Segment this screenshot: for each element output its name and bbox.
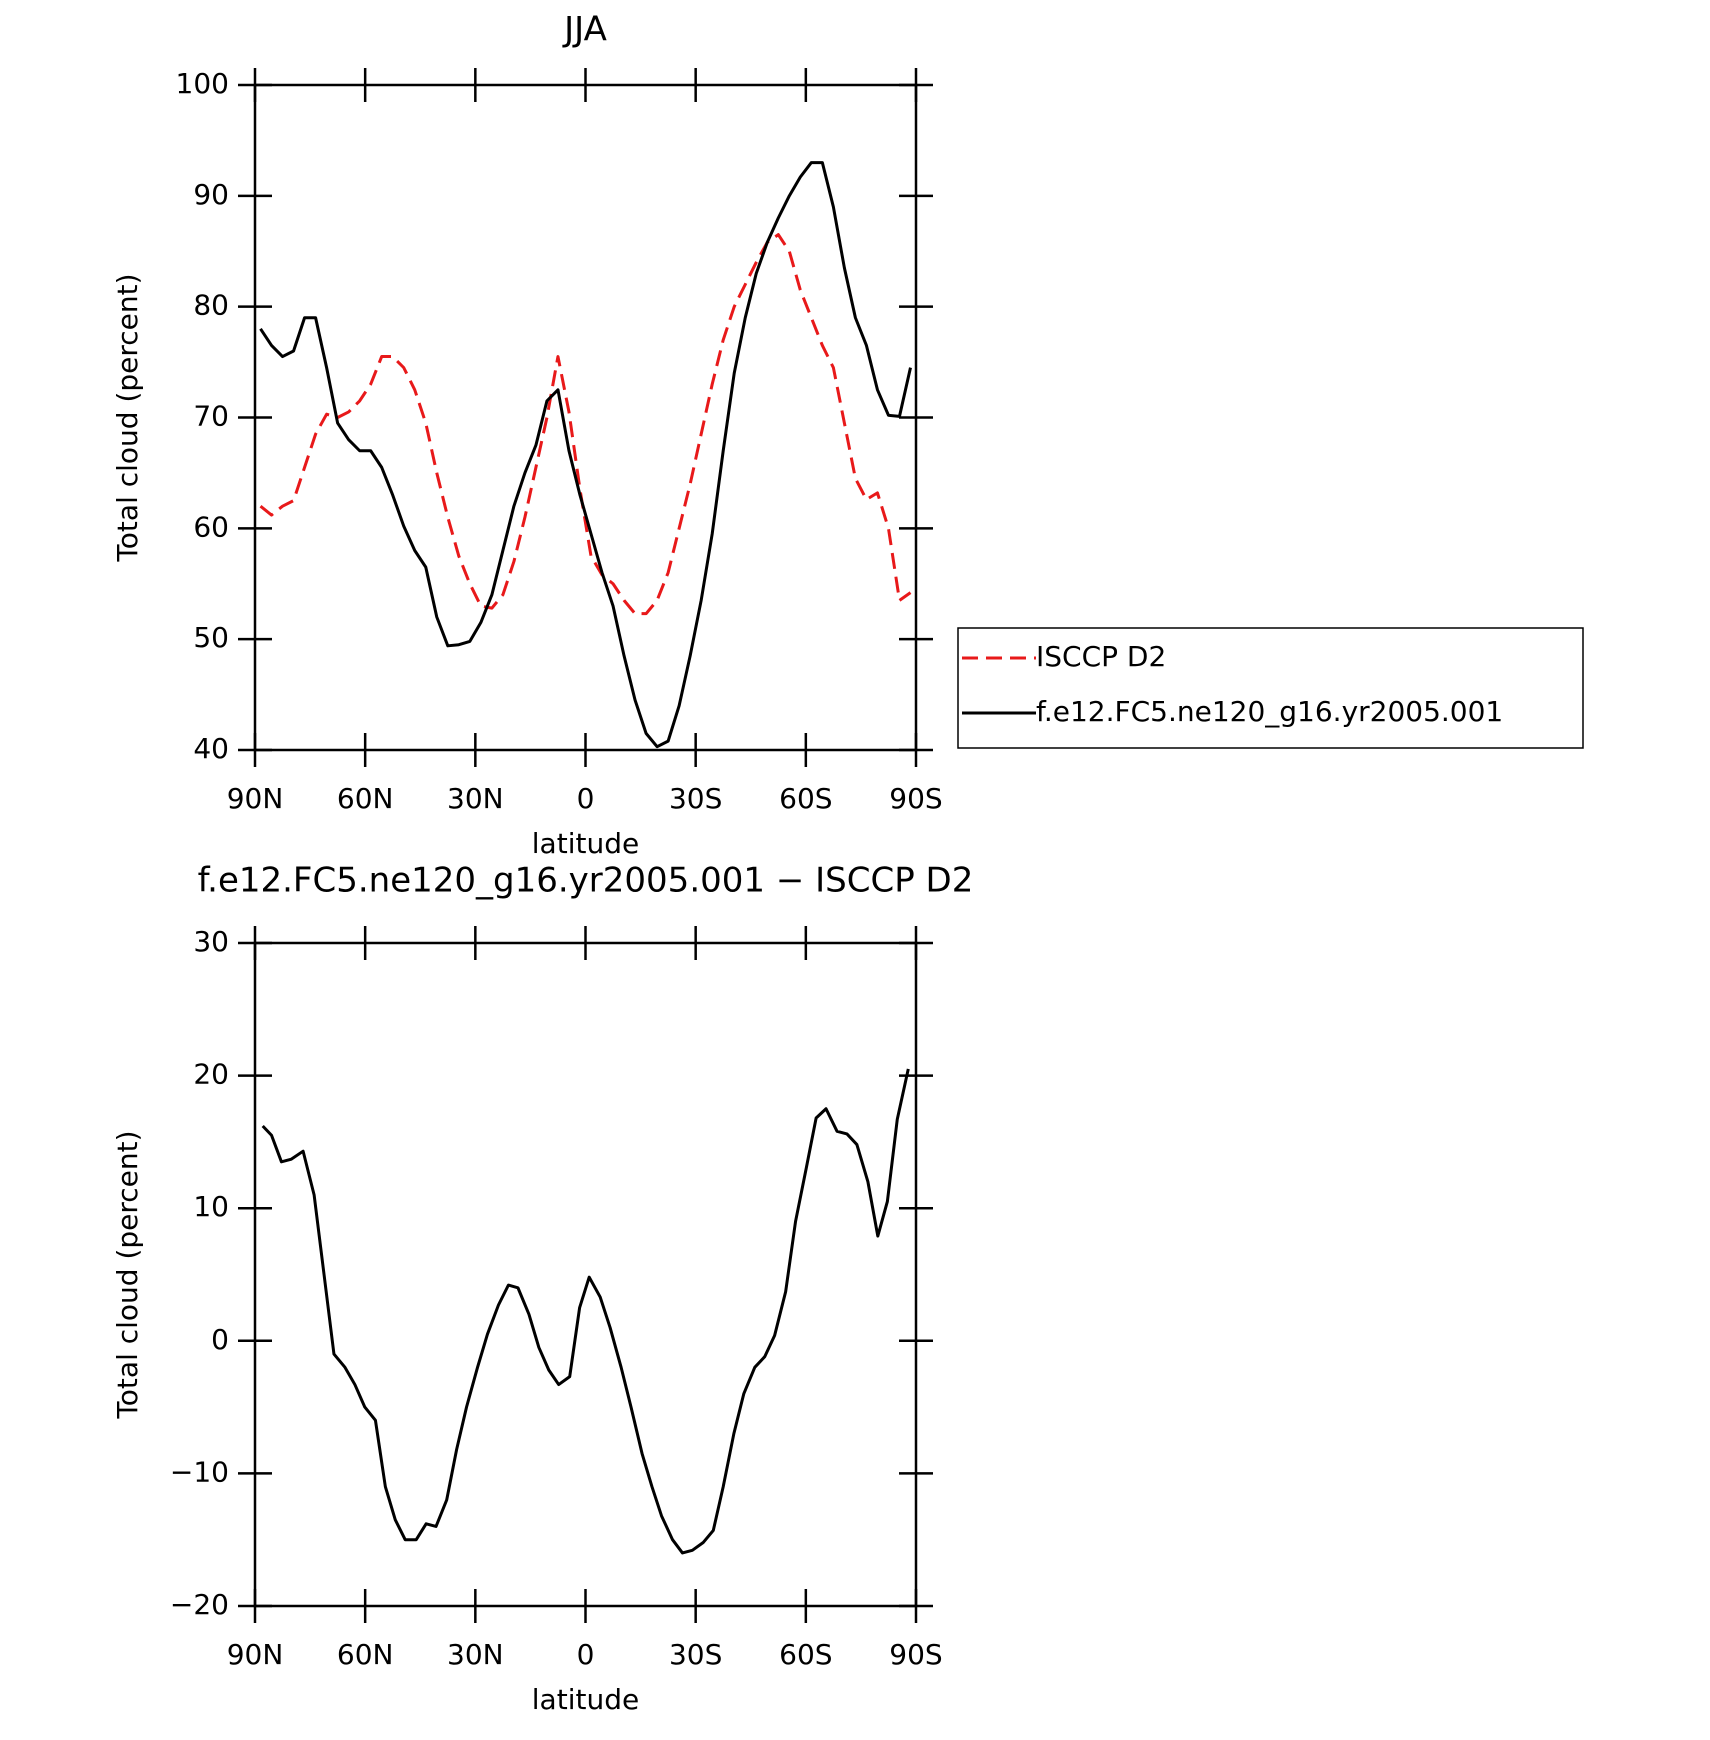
x-tick-label: 60S	[779, 1638, 832, 1671]
y-tick-label: −20	[170, 1588, 229, 1621]
plot-frame	[253, 941, 918, 1608]
x-axis-label: latitude	[532, 1683, 639, 1716]
x-tick-label: 60N	[337, 1638, 394, 1671]
x-tick-label: 0	[577, 1638, 595, 1671]
y-tick-label: 70	[193, 400, 229, 433]
y-tick-label: 50	[193, 621, 229, 654]
x-tick-label: 90N	[227, 1638, 284, 1671]
x-tick-label: 30S	[669, 1638, 722, 1671]
x-tick-label: 90S	[889, 782, 942, 815]
x-tick-label: 90N	[227, 782, 284, 815]
data-line	[261, 1068, 910, 1555]
x-tick-label: 60S	[779, 782, 832, 815]
y-tick-label: 0	[211, 1323, 229, 1356]
chart-title: JJA	[562, 10, 607, 50]
x-tick-label: 30N	[447, 782, 504, 815]
legend-label: ISCCP D2	[1036, 640, 1166, 673]
x-axis-label: latitude	[532, 827, 639, 860]
x-tick-label: 0	[577, 782, 595, 815]
x-tick-label: 30S	[669, 782, 722, 815]
plot-frame	[253, 83, 918, 752]
chart-title: f.e12.FC5.ne120_g16.yr2005.001 − ISCCP D…	[198, 861, 974, 901]
x-tick-label: 90S	[889, 1638, 942, 1671]
legend-box	[957, 627, 1584, 749]
y-axis-label: Total cloud (percent)	[111, 1130, 144, 1419]
y-tick-label: −10	[170, 1455, 229, 1488]
y-tick-label: 10	[193, 1190, 229, 1223]
legend-label: f.e12.FC5.ne120_g16.yr2005.001	[1036, 695, 1503, 728]
y-tick-label: 60	[193, 510, 229, 543]
data-line	[259, 233, 912, 616]
y-tick-label: 90	[193, 178, 229, 211]
y-tick-label: 100	[176, 67, 229, 100]
y-axis-label: Total cloud (percent)	[111, 273, 144, 562]
data-line	[259, 161, 912, 749]
y-tick-label: 80	[193, 289, 229, 322]
y-tick-label: 30	[193, 925, 229, 958]
x-tick-label: 60N	[337, 782, 394, 815]
x-tick-label: 30N	[447, 1638, 504, 1671]
y-tick-label: 40	[193, 732, 229, 765]
y-tick-label: 20	[193, 1058, 229, 1091]
